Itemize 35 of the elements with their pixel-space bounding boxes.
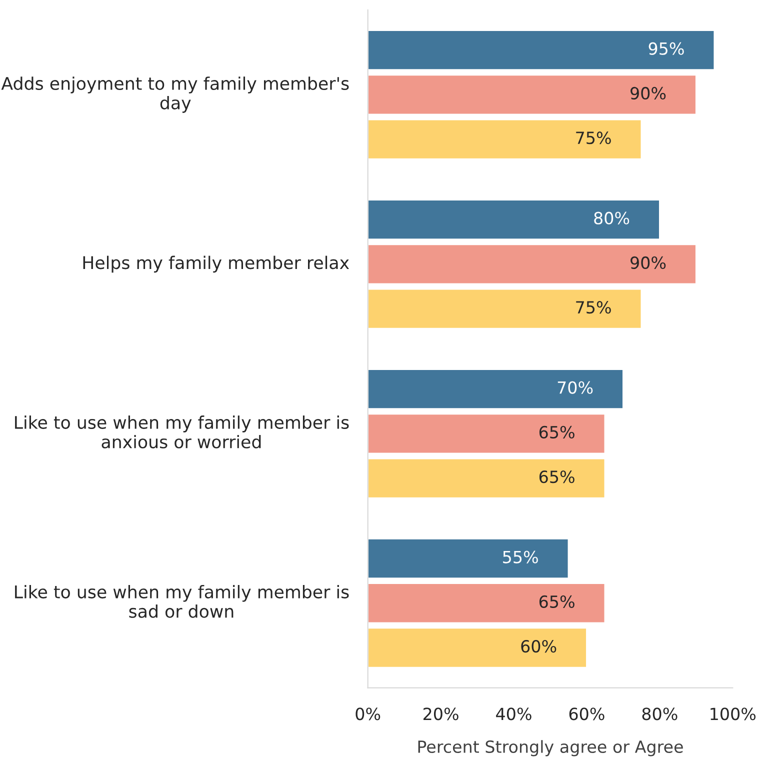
x-tick-label: 60% [569, 708, 604, 720]
data-label: 95% [648, 42, 684, 55]
y-tick-label: Helps my family member relax [83, 256, 350, 273]
y-tick-label: Like to use when my family member is sad or down [15, 585, 349, 618]
bar [368, 118, 642, 160]
x-axis-title: Percent Strongly agree or Agree [418, 740, 683, 756]
y-tick-label: Adds enjoyment to my family member's day [1, 76, 349, 113]
bar [368, 30, 716, 71]
data-label: 75% [576, 301, 611, 314]
x-tick-label: 0% [356, 708, 380, 720]
data-label: 90% [630, 86, 666, 100]
bar [368, 368, 624, 410]
bar [368, 199, 660, 240]
y-tick-label: Like to use when my family member is anxious or worried [15, 416, 349, 448]
bar [368, 627, 588, 668]
data-label: 80% [594, 212, 630, 224]
x-tick-label: 80% [642, 708, 678, 720]
bar [368, 244, 697, 285]
x-tick-label: 20% [424, 708, 458, 720]
data-label: 75% [576, 132, 611, 144]
bar [368, 582, 606, 624]
bar [368, 288, 642, 330]
x-tick-label: 40% [496, 708, 532, 720]
bar [368, 538, 570, 579]
data-label: 70% [558, 381, 593, 394]
bar [368, 413, 606, 454]
data-label: 65% [539, 595, 574, 608]
data-label: 60% [521, 640, 556, 653]
data-label: 65% [539, 470, 574, 484]
data-label: 55% [503, 550, 538, 564]
bar [368, 74, 697, 116]
data-label: 65% [539, 426, 574, 438]
x-tick-label: 100% [710, 708, 756, 720]
data-label: 90% [630, 256, 666, 270]
bar [368, 458, 606, 499]
